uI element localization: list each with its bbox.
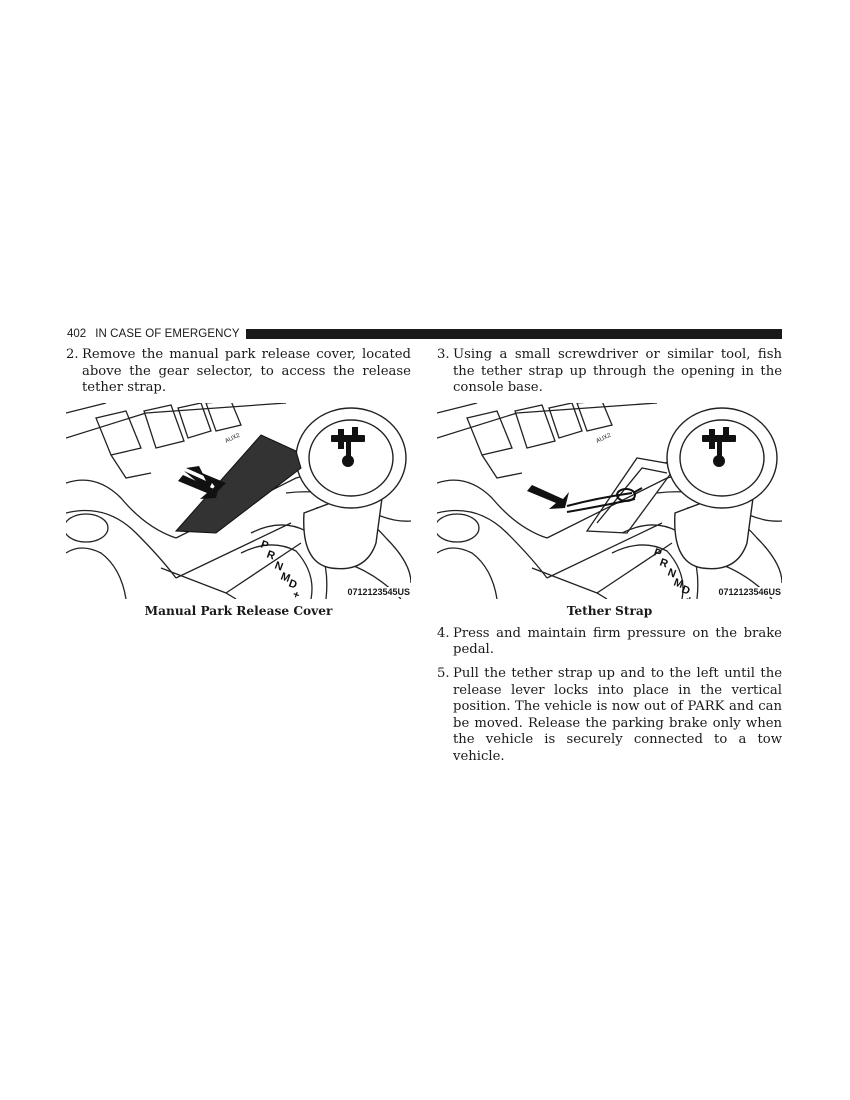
step-number: 5. [437,665,450,681]
right-column: 3. Using a small screwdriver or similar … [437,347,782,766]
step-4: 4. Press and maintain firm pressure on t… [437,626,782,659]
figure-park-release-cover: P R N D M + AUX2 0712123545US [66,402,411,599]
switch-label: AUX2 [595,432,612,444]
step-2: 2. Remove the manual park release cover,… [66,347,411,397]
left-column: 2. Remove the manual park release cover,… [66,347,411,618]
switch-label: AUX2 [224,432,241,444]
console-illustration: P R N D M + AUX2 [437,402,782,599]
gear-label-r: R [265,548,277,562]
gear-label-d: D [680,583,692,597]
step-5: 5. Pull the tether strap up and to the l… [437,666,782,766]
page-header: 402 IN CASE OF EMERGENCY [67,327,782,341]
step-text: Using a small screwdriver or similar too… [453,347,782,396]
section-title: IN CASE OF EMERGENCY [95,328,240,340]
gear-label-r: R [658,556,670,570]
step-text: Pull the tether strap up and to the left… [453,665,782,764]
figure-caption: Manual Park Release Cover [144,603,333,618]
gear-label-p: P [259,538,270,552]
gear-label-n: N [273,559,285,573]
page-number: 402 [67,328,87,340]
figure-caption: Tether Strap [566,603,653,618]
header-rule [245,329,782,339]
gear-label-plus: + [684,593,694,598]
gear-label-plus: + [291,588,301,598]
step-number: 4. [437,625,450,641]
console-illustration: P R N D M + AUX2 [66,402,411,599]
gear-label-m: M [672,576,685,590]
step-3: 3. Using a small screwdriver or similar … [437,347,782,397]
gear-label-m: M [279,570,292,584]
figure-tether-strap: P R N D M + AUX2 0712123546US [437,402,782,599]
figure-code: 0712123546US [717,586,782,597]
step-number: 3. [437,347,450,362]
step-number: 2. [66,347,79,362]
figure-code: 0712123545US [346,586,411,597]
step-text: Press and maintain firm pressure on the … [453,625,782,658]
gear-label-d: D [287,577,299,591]
gear-label-n: N [666,566,678,580]
step-text: Remove the manual park release cover, lo… [82,347,411,396]
gear-label-p: P [652,546,663,560]
